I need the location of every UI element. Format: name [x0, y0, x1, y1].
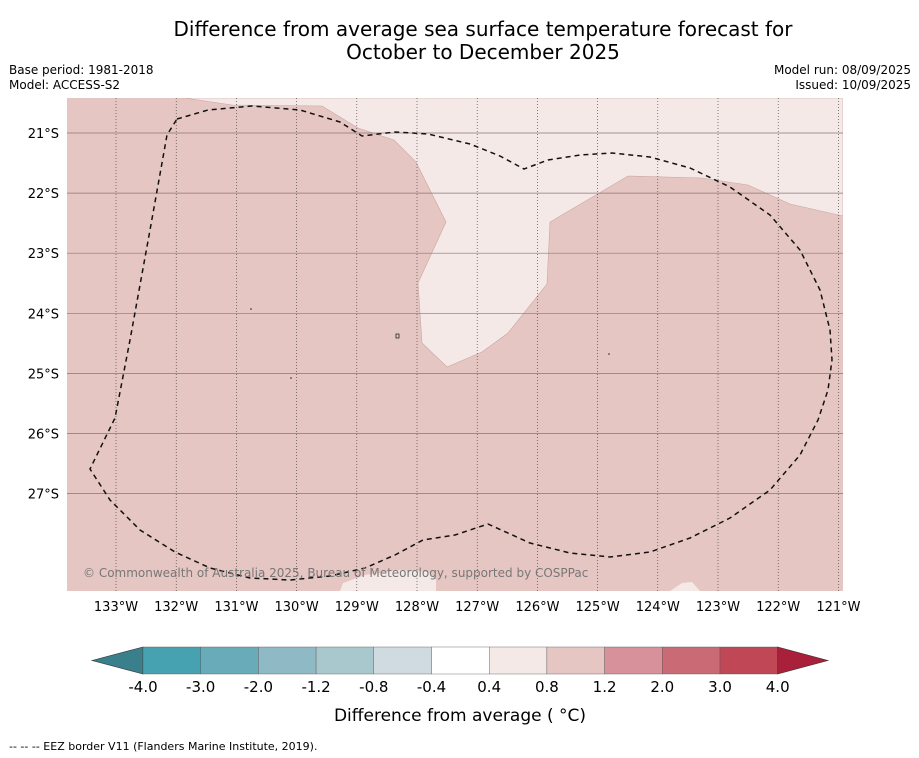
- longitude-axis: 133°W 132°W 131°W 130°W 129°W 128°W 127°W 126°W…: [94, 600, 861, 615]
- colorbar-tick-label: -4.0: [128, 678, 157, 696]
- colorbar-segment: [546, 646, 605, 675]
- longitude-label: 131°W: [214, 600, 258, 615]
- issued-date: Issued: 10/09/2025: [795, 78, 911, 92]
- anomaly-band-0-4-to-0-8: [178, 98, 843, 368]
- colorbar-tick-label: 2.0: [650, 678, 674, 696]
- latitude-label: 26°S: [28, 428, 59, 443]
- longitude-label: 129°W: [335, 600, 379, 615]
- longitude-label: 122°W: [756, 600, 800, 615]
- title-line-1: Difference from average sea surface temp…: [173, 17, 793, 41]
- longitude-label: 132°W: [154, 600, 198, 615]
- longitude-label: 125°W: [576, 600, 620, 615]
- longitude-label: 126°W: [515, 600, 559, 615]
- map-title: Difference from average sea surface temp…: [0, 18, 919, 64]
- colorbar-segment: [489, 646, 548, 675]
- graticule: [67, 98, 843, 591]
- latitude-label: 27°S: [28, 488, 59, 503]
- base-period: Base period: 1981-2018: [9, 63, 154, 77]
- colorbar-tick-label: 0.4: [477, 678, 501, 696]
- latitude-label: 23°S: [28, 247, 59, 262]
- longitude-label: 133°W: [94, 600, 138, 615]
- latitude-label: 22°S: [28, 187, 59, 202]
- colorbar-segment: [315, 646, 375, 675]
- colorbar-extend-low: [90, 646, 144, 675]
- island-dot: [250, 308, 252, 310]
- copyright-notice: © Commonwealth of Australia 2025, Bureau…: [83, 566, 588, 580]
- latitude-axis: 21°S 22°S 23°S 24°S 25°S 26°S 27°S: [28, 127, 59, 503]
- model-run: Model run: 08/09/2025: [773, 63, 911, 77]
- latitude-label: 24°S: [28, 307, 59, 322]
- colorbar-tick-label: 3.0: [708, 678, 732, 696]
- colorbar-segment: [142, 646, 201, 675]
- longitude-label: 123°W: [696, 600, 740, 615]
- colorbar-tick-label: 1.2: [593, 678, 617, 696]
- colorbar-segment: [373, 646, 432, 675]
- eez-source-note: -- -- -- EEZ border V11 (Flanders Marine…: [9, 740, 318, 753]
- sst-anomaly-map: © Commonwealth of Australia 2025, Bureau…: [28, 98, 861, 726]
- colorbar-segment: [719, 646, 778, 675]
- colorbar-segment: [431, 646, 490, 675]
- colorbar-label: Difference from average ( °C): [334, 706, 586, 726]
- colorbar-segment: [200, 646, 259, 675]
- longitude-label: 130°W: [275, 600, 319, 615]
- colorbar-tick-label: 4.0: [766, 678, 790, 696]
- longitude-label: 128°W: [395, 600, 439, 615]
- colorbar-segment: [662, 646, 721, 675]
- light-band-bottom-strip: [340, 570, 436, 591]
- island-dot: [290, 377, 292, 379]
- map-plot-area: © Commonwealth of Australia 2025, Bureau…: [67, 98, 843, 591]
- latitude-label: 21°S: [28, 127, 59, 142]
- light-band-bottom-right: [670, 582, 700, 591]
- colorbar-extend-high: [777, 646, 830, 675]
- island-dot: [608, 353, 610, 355]
- eez-border: [89, 105, 833, 581]
- colorbar-tick-label: -2.0: [244, 678, 273, 696]
- colorbar-segment: [604, 646, 663, 675]
- title-line-2: October to December 2025: [346, 40, 620, 64]
- colorbar-tick-label: -0.8: [359, 678, 388, 696]
- run-info: Model run: 08/09/2025 Issued: 10/09/2025: [774, 63, 911, 93]
- colorbar-tick-label: -1.2: [301, 678, 330, 696]
- island-outline: [395, 333, 400, 339]
- longitude-label: 127°W: [455, 600, 499, 615]
- colorbar-tick-label: 0.8: [535, 678, 559, 696]
- colorbar-tick-label: -3.0: [186, 678, 215, 696]
- colorbar-segment: [258, 646, 317, 675]
- model-name: Model: ACCESS-S2: [9, 78, 121, 92]
- latitude-label: 25°S: [28, 367, 59, 382]
- colorbar: -4.0 -3.0 -2.0 -1.2 -0.8 -0.4 0.4 0.8 1.2 2.0 3.0 4…: [90, 646, 830, 696]
- longitude-label: 121°W: [816, 600, 860, 615]
- colorbar-tick-label: -0.4: [417, 678, 446, 696]
- longitude-label: 124°W: [636, 600, 680, 615]
- base-info: Base period: 1981-2018 Model: ACCESS-S2: [9, 63, 154, 93]
